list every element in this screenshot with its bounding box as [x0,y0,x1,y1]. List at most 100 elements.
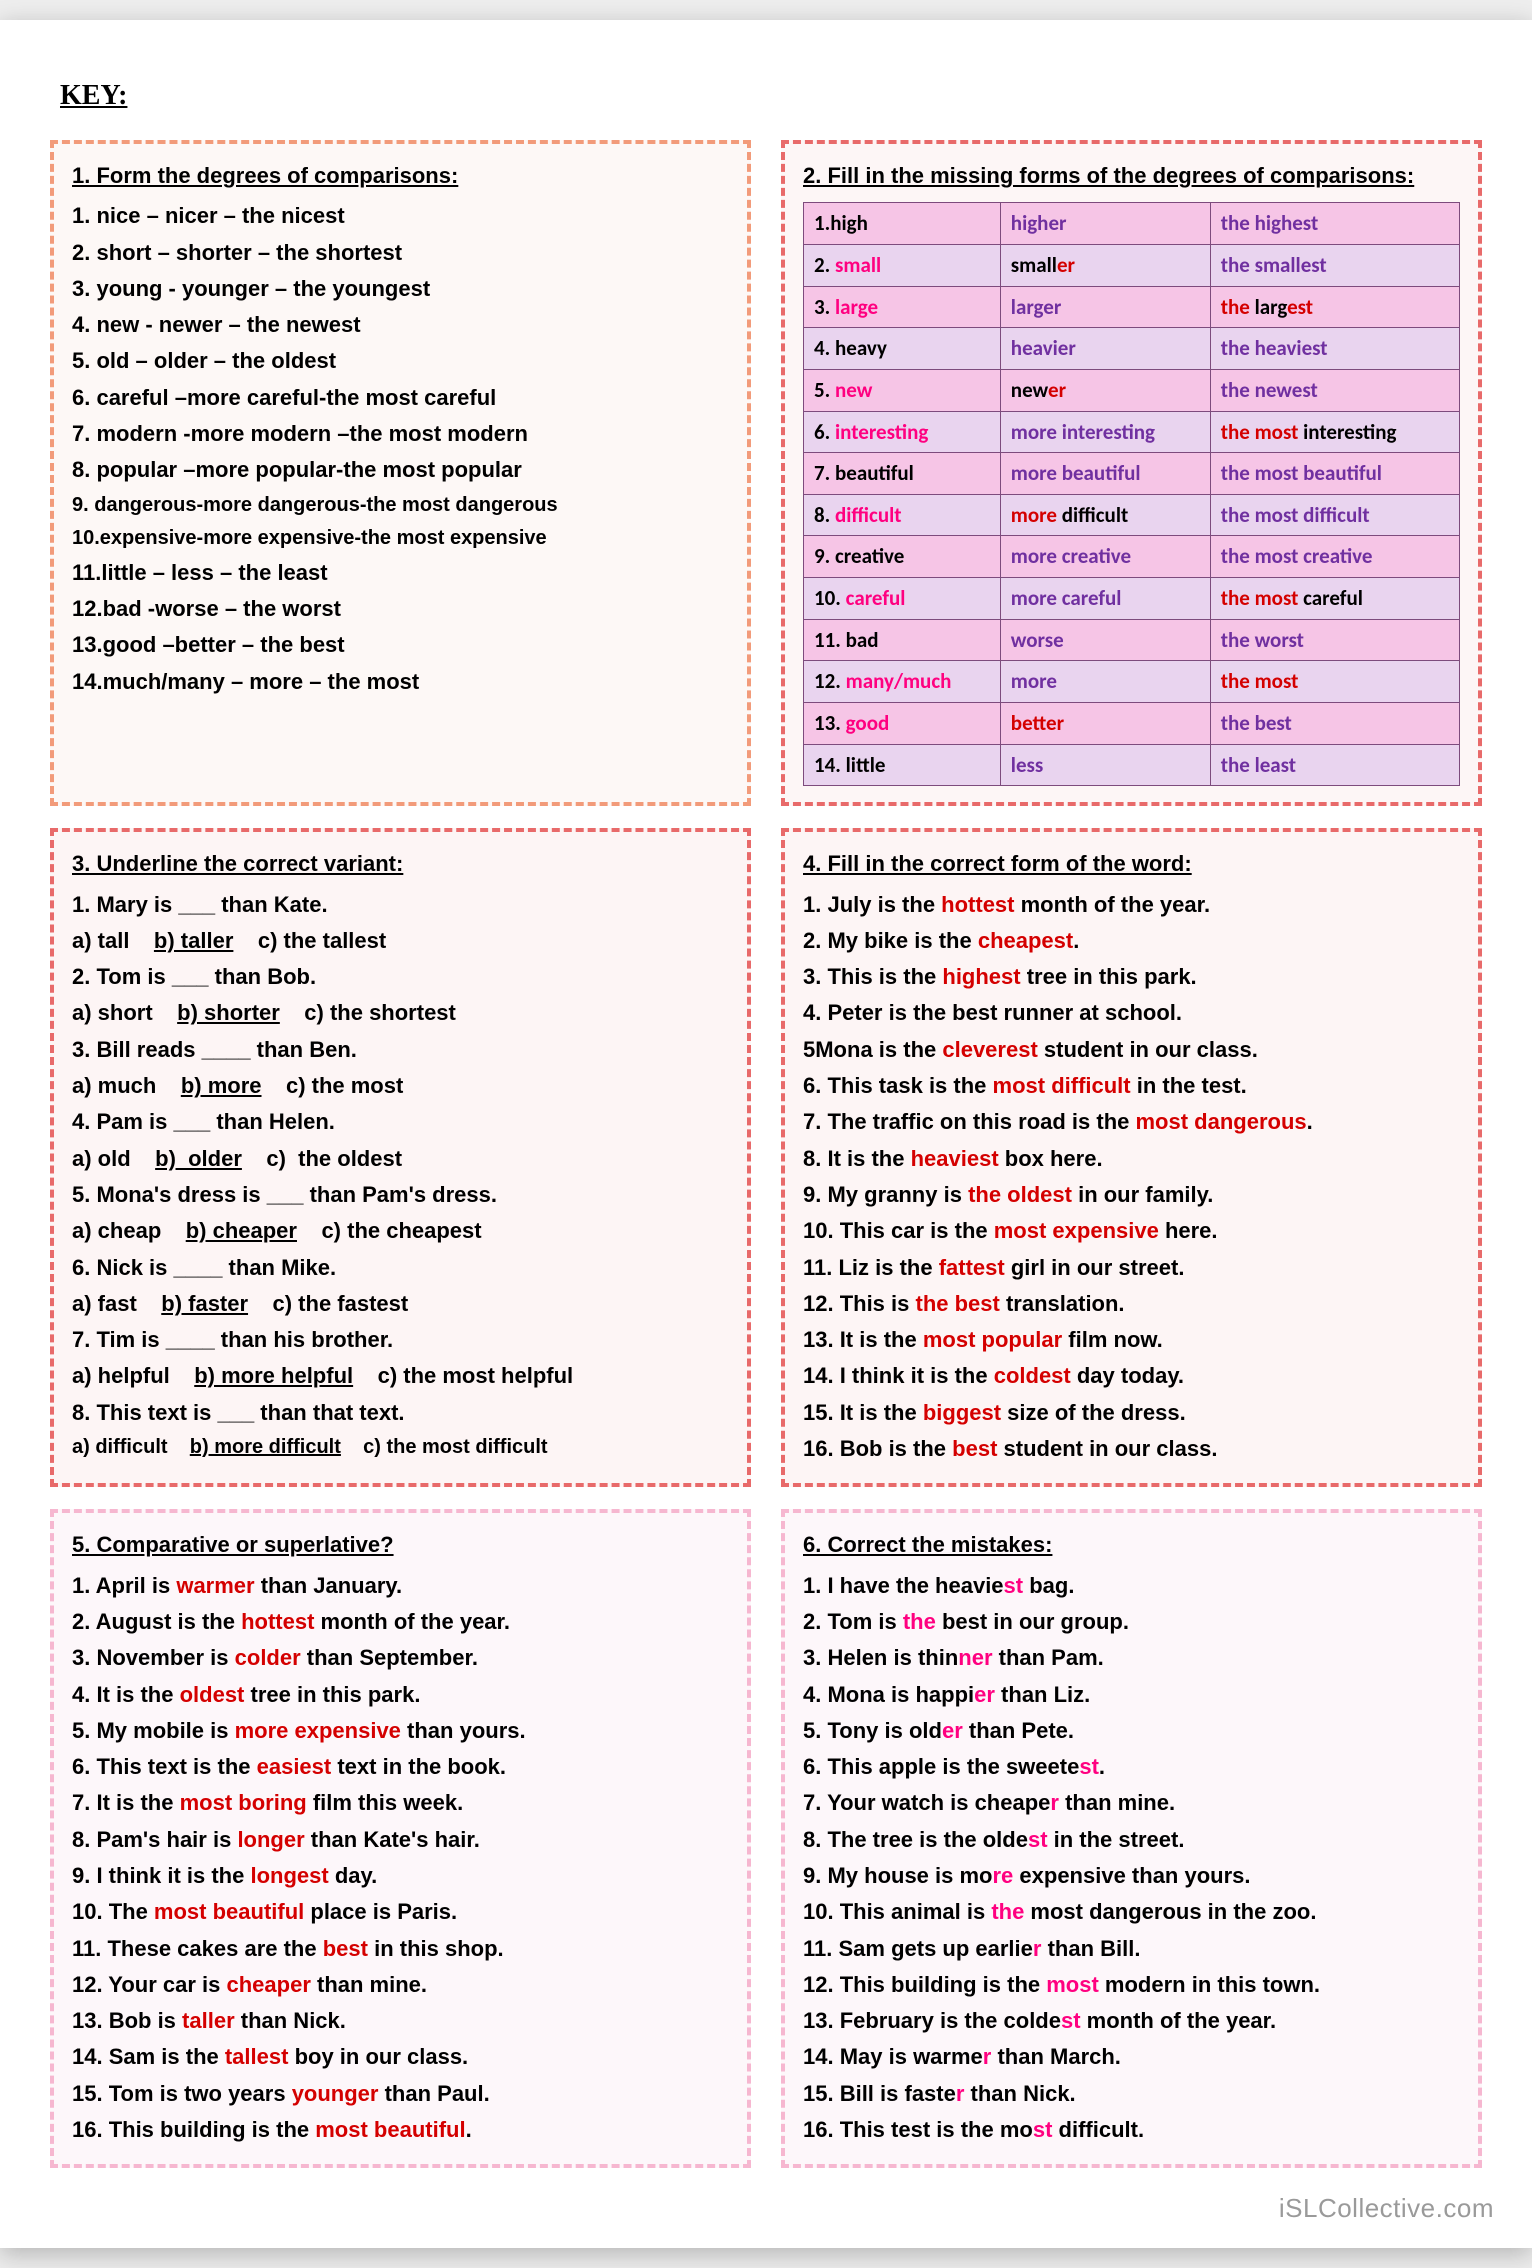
table-cell: 9. creative [804,536,1001,578]
table-cell: 1.high [804,203,1001,245]
table-cell: the most interesting [1210,411,1459,453]
panel6-line: 5. Tony is older than Pete. [803,1713,1460,1749]
table-cell: more creative [1000,536,1210,578]
panel4-line: 13. It is the most popular film now. [803,1322,1460,1358]
table-row: 5. newnewerthe newest [804,369,1460,411]
panel4-line: 10. This car is the most expensive here. [803,1213,1460,1249]
table-row: 12. many/muchmorethe most [804,661,1460,703]
panel4-line: 16. Bob is the best student in our class… [803,1431,1460,1467]
panel6-line: 13. February is the coldest month of the… [803,2003,1460,2039]
panel4-line: 6. This task is the most difficult in th… [803,1068,1460,1104]
table-row: 9. creativemore creativethe most creativ… [804,536,1460,578]
panel4-line: 4. Peter is the best runner at school. [803,995,1460,1031]
table-cell: the most difficult [1210,494,1459,536]
panel6-line: 14. May is warmer than March. [803,2039,1460,2075]
panel5-line: 4. It is the oldest tree in this park. [72,1677,729,1713]
panel5-line: 12. Your car is cheaper than mine. [72,1967,729,2003]
panel3-question: 6. Nick is ____ than Mike. [72,1250,729,1286]
table-cell: the newest [1210,369,1459,411]
table-row: 6. interestingmore interestingthe most i… [804,411,1460,453]
panel1-line: 5. old – older – the oldest [72,343,729,379]
table-cell: 12. many/much [804,661,1001,703]
panel4-line: 12. This is the best translation. [803,1286,1460,1322]
panel1-line: 6. careful –more careful-the most carefu… [72,380,729,416]
panel5-line: 8. Pam's hair is longer than Kate's hair… [72,1822,729,1858]
panel1-line: 14.much/many – more – the most [72,664,729,700]
watermark: iSLCollective.com [1279,2193,1494,2224]
panel3-options: a) helpful b) more helpful c) the most h… [72,1358,729,1394]
panel1-line: 13.good –better – the best [72,627,729,663]
panel-4-heading: 4. Fill in the correct form of the word: [803,846,1460,882]
panel-2: 2. Fill in the missing forms of the degr… [781,140,1482,806]
table-cell: more careful [1000,578,1210,620]
panel5-line: 10. The most beautiful place is Paris. [72,1894,729,1930]
panel5-line: 1. April is warmer than January. [72,1568,729,1604]
table-cell: the highest [1210,203,1459,245]
panel3-options: a) much b) more c) the most [72,1068,729,1104]
panel3-options: a) difficult b) more difficult c) the mo… [72,1431,729,1464]
panel3-question: 3. Bill reads ____ than Ben. [72,1032,729,1068]
panel5-line: 16. This building is the most beautiful. [72,2112,729,2148]
table-row: 4. heavyheavierthe heaviest [804,328,1460,370]
panel4-line: 1. July is the hottest month of the year… [803,887,1460,923]
panel3-options: a) old b) older c) the oldest [72,1141,729,1177]
panel4-line: 8. It is the heaviest box here. [803,1141,1460,1177]
table-cell: more [1000,661,1210,703]
table-cell: more beautiful [1000,453,1210,495]
worksheet-page: KEY: 1. Form the degrees of comparisons:… [0,20,1532,2248]
panel1-line: 7. modern -more modern –the most modern [72,416,729,452]
panel4-line: 9. My granny is the oldest in our family… [803,1177,1460,1213]
panel5-line: 2. August is the hottest month of the ye… [72,1604,729,1640]
table-cell: 8. difficult [804,494,1001,536]
panel5-line: 3. November is colder than September. [72,1640,729,1676]
panel4-line: 5Mona is the cleverest student in our cl… [803,1032,1460,1068]
panel-6: 6. Correct the mistakes: 1. I have the h… [781,1509,1482,2168]
panel-grid: 1. Form the degrees of comparisons: 1. n… [50,140,1482,2168]
table-cell: newer [1000,369,1210,411]
panel6-line: 1. I have the heaviest bag. [803,1568,1460,1604]
panel1-line: 4. new - newer – the newest [72,307,729,343]
panel-6-heading: 6. Correct the mistakes: [803,1527,1460,1563]
table-row: 2. smallsmallerthe smallest [804,244,1460,286]
panel5-line: 7. It is the most boring film this week. [72,1785,729,1821]
panel6-line: 16. This test is the most difficult. [803,2112,1460,2148]
table-cell: heavier [1000,328,1210,370]
panel1-line: 1. nice – nicer – the nicest [72,198,729,234]
table-cell: 2. small [804,244,1001,286]
table-row: 13. goodbetterthe best [804,702,1460,744]
table-cell: the most [1210,661,1459,703]
panel6-line: 11. Sam gets up earlier than Bill. [803,1931,1460,1967]
panel5-line: 11. These cakes are the best in this sho… [72,1931,729,1967]
panel6-line: 8. The tree is the oldest in the street. [803,1822,1460,1858]
panel5-line: 6. This text is the easiest text in the … [72,1749,729,1785]
table-cell: the heaviest [1210,328,1459,370]
panel6-line: 3. Helen is thinner than Pam. [803,1640,1460,1676]
panel5-line: 15. Tom is two years younger than Paul. [72,2076,729,2112]
panel6-line: 15. Bill is faster than Nick. [803,2076,1460,2112]
panel4-line: 14. I think it is the coldest day today. [803,1358,1460,1394]
panel4-line: 7. The traffic on this road is the most … [803,1104,1460,1140]
panel6-line: 9. My house is more expensive than yours… [803,1858,1460,1894]
panel3-question: 4. Pam is ___ than Helen. [72,1104,729,1140]
table-cell: the worst [1210,619,1459,661]
panel-4: 4. Fill in the correct form of the word:… [781,828,1482,1487]
panel1-line: 10.expensive-more expensive-the most exp… [72,522,729,555]
panel3-options: a) cheap b) cheaper c) the cheapest [72,1213,729,1249]
table-cell: 6. interesting [804,411,1001,453]
table-cell: better [1000,702,1210,744]
panel6-line: 12. This building is the most modern in … [803,1967,1460,2003]
panel4-line: 3. This is the highest tree in this park… [803,959,1460,995]
panel-1: 1. Form the degrees of comparisons: 1. n… [50,140,751,806]
table-cell: the most creative [1210,536,1459,578]
panel-5-heading: 5. Comparative or superlative? [72,1527,729,1563]
panel4-line: 2. My bike is the cheapest. [803,923,1460,959]
panel-2-heading: 2. Fill in the missing forms of the degr… [803,158,1460,194]
table-cell: smaller [1000,244,1210,286]
panel1-line: 2. short – shorter – the shortest [72,235,729,271]
table-cell: more difficult [1000,494,1210,536]
table-cell: 11. bad [804,619,1001,661]
table-row: 11. badworsethe worst [804,619,1460,661]
table-cell: the best [1210,702,1459,744]
panel6-line: 2. Tom is the best in our group. [803,1604,1460,1640]
panel3-options: a) short b) shorter c) the shortest [72,995,729,1031]
